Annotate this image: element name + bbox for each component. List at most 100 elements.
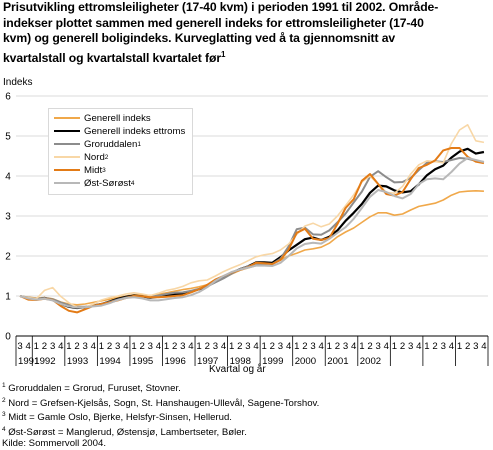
x-tick-label: 2 [302, 341, 307, 352]
x-year-label: 1998 [230, 356, 251, 367]
footnote-text: Groruddalen = Grorud, Furuset, Stovner. [8, 383, 181, 395]
x-tick-label: 1 [131, 341, 136, 352]
x-tick-label: 4 [351, 341, 357, 352]
x-axis-label: Kvartal og år [209, 364, 266, 375]
series-line-1 [19, 190, 484, 306]
legend-label: Groruddalen [84, 138, 138, 150]
x-tick-label: 2 [367, 341, 372, 352]
x-tick-label: 2 [237, 341, 242, 352]
x-year-label: 2001 [327, 356, 348, 367]
x-tick-label: 4 [319, 341, 325, 352]
x-tick-label: 1 [262, 341, 267, 352]
x-tick-label: 4 [156, 341, 162, 352]
x-tick-label: 3 [83, 341, 88, 352]
x-tick-label: 2 [335, 341, 340, 352]
footnote: 3 Midt = Gamle Oslo, Bjerke, Helsfyr-Sin… [2, 409, 319, 424]
x-tick-label: 4 [91, 341, 97, 352]
series-line-6 [19, 157, 485, 309]
legend-item: Generell indeks [54, 112, 151, 124]
x-tick-label: 1 [99, 341, 104, 352]
x-tick-label: 4 [221, 341, 227, 352]
x-tick-label: 3 [441, 341, 446, 352]
legend-swatch [54, 143, 80, 145]
x-tick-label: 1 [34, 341, 39, 352]
x-tick-label: 2 [74, 341, 79, 352]
footnote-mark: 2 [2, 396, 6, 404]
legend-label: Generell indeks [84, 112, 151, 124]
x-year-label: 1999 [262, 356, 283, 367]
x-tick-label: 3 [473, 341, 478, 352]
y-tick-label: 4 [5, 172, 11, 183]
title-footnote-mark: 1 [221, 49, 226, 59]
x-year-label: 1993 [67, 356, 88, 367]
legend-label: Generell indeks ettroms [84, 125, 186, 137]
x-tick-label: 4 [26, 341, 32, 352]
footnote-mark: 1 [2, 382, 6, 389]
x-tick-label: 1 [164, 341, 169, 352]
x-tick-label: 3 [213, 341, 218, 352]
x-tick-label: 1 [327, 341, 332, 352]
footnote-mark: 4 [2, 425, 6, 433]
y-tick-label: 5 [5, 132, 11, 143]
title-line-3: kvm) og generell boligindeks. Kurveglatt… [3, 31, 396, 45]
x-tick-label: 4 [481, 341, 487, 352]
legend-swatch [54, 130, 80, 132]
y-axis-label: Indeks [3, 77, 33, 88]
footnote-text: Øst-Sørøst = Manglerud, Østensjø, Lamber… [8, 426, 247, 438]
footnote-mark: 3 [2, 411, 6, 419]
x-tick-label: 4 [384, 341, 390, 352]
x-year-label: 2000 [295, 356, 316, 367]
legend-label: Midt [84, 164, 103, 176]
x-tick-label: 3 [115, 341, 120, 352]
legend-swatch [54, 182, 80, 184]
x-year-label: 1996 [164, 356, 185, 367]
x-tick-label: 1 [66, 341, 71, 352]
footnote: 1 Groruddalen = Grorud, Furuset, Stovner… [2, 380, 319, 395]
x-tick-label: 4 [58, 341, 64, 352]
title-line-1: Prisutvikling ettromsleiligheter (17-40 … [3, 0, 439, 14]
title-line-4-text: kvartalstall og kvartalstall kvartalet f… [3, 50, 221, 65]
legend-item: Generell indeks ettroms [54, 125, 185, 137]
x-tick-label: 2 [172, 341, 177, 352]
footnote: 4 Øst-Sørøst = Manglerud, Østensjø, Lamb… [2, 424, 319, 439]
footnote-text: Nord = Grefsen-Kjelsås, Sogn, St. Hansha… [8, 397, 320, 409]
x-year-label: 1994 [99, 356, 121, 367]
legend-footnote-mark: 1 [137, 140, 141, 148]
x-tick-label: 2 [465, 341, 470, 352]
footnotes: 1 Groruddalen = Grorud, Furuset, Stovner… [2, 380, 319, 450]
legend-swatch [54, 169, 80, 171]
x-tick-label: 2 [432, 341, 437, 352]
y-tick-label: 2 [5, 252, 11, 263]
series-line-4 [19, 124, 485, 309]
x-tick-label: 4 [416, 341, 422, 352]
chart-title: Prisutvikling ettromsleiligheter (17-40 … [3, 0, 491, 66]
x-tick-label: 2 [42, 341, 47, 352]
legend-footnote-mark: 4 [130, 179, 135, 187]
x-tick-label: 1 [457, 341, 462, 352]
legend-swatch [54, 117, 80, 119]
title-line-2: indekser plottet sammen med generell ind… [3, 15, 424, 30]
x-tick-label: 2 [270, 341, 275, 352]
y-tick-label: 6 [5, 92, 11, 103]
x-tick-label: 3 [408, 341, 413, 352]
footnote: 2 Nord = Grefsen-Kjelsås, Sogn, St. Hans… [2, 395, 319, 410]
x-year-label: 1991 [18, 356, 39, 367]
x-year-label: 2002 [360, 356, 381, 367]
x-tick-label: 4 [253, 341, 259, 352]
legend-footnote-mark: 2 [104, 153, 109, 161]
legend-swatch [54, 156, 80, 158]
legend-item: Nord 2 [54, 151, 108, 163]
legend-item: Midt 3 [54, 164, 106, 176]
footnote-text: Kilde: Sommervoll 2004. [2, 438, 106, 450]
chart-legend: Generell indeks Generell indeks ettroms Gr… [48, 108, 193, 195]
x-tick-label: 4 [188, 341, 194, 352]
legend-footnote-mark: 3 [102, 166, 106, 174]
x-tick-label: 3 [180, 341, 185, 352]
x-tick-label: 1 [392, 341, 397, 352]
x-tick-label: 1 [196, 341, 201, 352]
legend-label: Nord [84, 151, 105, 163]
x-tick-label: 3 [310, 341, 315, 352]
legend-item: Øst-Sørøst 4 [54, 177, 135, 189]
x-year-label: 1995 [132, 356, 153, 367]
y-tick-label: 0 [5, 332, 11, 343]
